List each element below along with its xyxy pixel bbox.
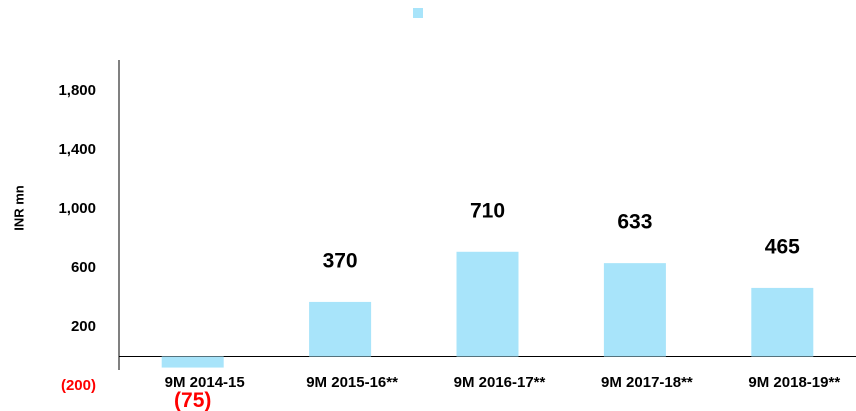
x-tick-label: 9M 2015-16** [306, 374, 398, 391]
y-tick-label: 600 [71, 259, 96, 276]
y-tick-label: 1,000 [58, 200, 96, 217]
y-tick-label: (200) [61, 377, 96, 394]
x-tick-label: 9M 2018-19** [748, 374, 840, 391]
bar [751, 287, 814, 357]
x-tick-label: 9M 2017-18** [601, 374, 693, 391]
value-label: 370 [323, 249, 358, 272]
y-tick-label: 1,800 [58, 82, 96, 99]
x-tick-label: 9M 2016-17** [454, 374, 546, 391]
value-label: 633 [617, 211, 652, 234]
bar [456, 251, 519, 357]
value-label: (75) [174, 389, 211, 411]
bar [603, 263, 666, 357]
bar [161, 356, 224, 368]
legend-marker [413, 8, 423, 18]
value-label: 710 [470, 199, 505, 222]
y-tick-label: 1,400 [58, 141, 96, 158]
bar [309, 301, 372, 357]
y-axis-title: INR mn [11, 185, 26, 231]
value-label: 465 [765, 235, 800, 258]
y-tick-label: 200 [71, 318, 96, 335]
x-tick-label: 9M 2014-15 [165, 374, 245, 391]
